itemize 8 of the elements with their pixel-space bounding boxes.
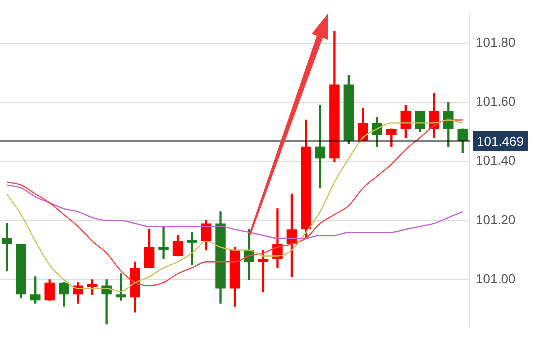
ref-line-label: 101.469: [477, 134, 524, 149]
y-tick-label: 101.60: [476, 94, 516, 110]
candlestick: [158, 226, 169, 260]
y-tick-label: 101.00: [476, 271, 516, 286]
y-tick-label: 101.20: [476, 212, 516, 228]
y-tick-label: 101.40: [476, 153, 516, 168]
candlestick: [187, 232, 198, 266]
y-tick-label: 101.80: [476, 34, 516, 50]
